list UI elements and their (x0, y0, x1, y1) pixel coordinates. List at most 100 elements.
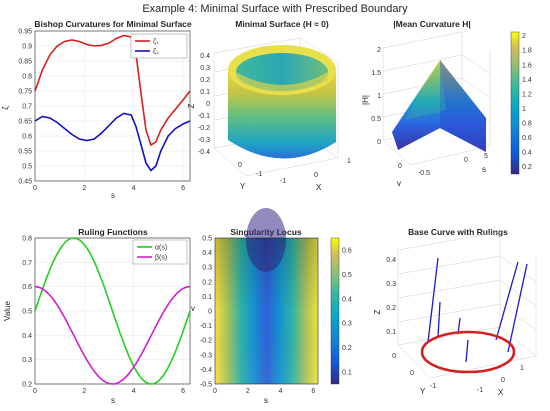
ruling-legend: α(s) β(s) (132, 239, 188, 265)
z-tick: 0.4 (386, 257, 396, 264)
y-tick-label: 0.8 (22, 236, 32, 243)
x-tick-label: 4 (132, 388, 136, 395)
x-tick-label: 6 (181, 185, 185, 192)
y-tick-label: 0.4 (202, 250, 212, 257)
series-line-1 (34, 34, 191, 147)
z-tick: 0.5 (371, 116, 381, 123)
colorbar-tick-label: 1 (522, 106, 526, 113)
z-tick: 2 (377, 47, 381, 54)
series-line-2 (34, 112, 191, 172)
y-tick: 0 (398, 163, 402, 170)
x-tick-label: 0 (33, 185, 37, 192)
x-tick-label: 6 (311, 388, 315, 395)
y-tick-label: 0.85 (18, 59, 32, 66)
mean-zlabel: |H| (361, 95, 370, 105)
y-tick-label: 0.6 (22, 134, 32, 141)
singular-ylabel: v (191, 304, 195, 313)
z-tick: 1.5 (371, 70, 381, 77)
bishop-series (34, 34, 191, 172)
singularity-locus-panel: Singularity Locus -0.5-0.4-0.3-0.2-0.100… (191, 208, 352, 405)
x-tick: 1 (347, 158, 351, 165)
x-tick: 1 (520, 365, 524, 372)
bishop-ylabel: ζ (1, 106, 10, 110)
ruling-ylabel: Value (3, 301, 12, 321)
surface-interior (236, 53, 328, 91)
x-tick-label: 0 (213, 388, 217, 395)
y-tick-label: 0.6 (22, 284, 32, 291)
bishop-curvatures-panel: Bishop Curvatures for Minimal Surface 0.… (1, 19, 192, 200)
ruling-xlabel: s (111, 396, 115, 405)
y-tick-label: 0.1 (202, 294, 212, 301)
bishop-title: Bishop Curvatures for Minimal Surface (34, 19, 192, 29)
ruling-title: Ruling Functions (78, 227, 148, 237)
x-tick-label: 4 (279, 388, 283, 395)
colorbar-tick-label: 0.8 (522, 121, 532, 128)
colorbar-tick-label: 1.8 (522, 48, 532, 55)
x-tick-label: 4 (132, 185, 136, 192)
y-tick-label: 0.5 (22, 309, 32, 316)
x-tick-label: 2 (82, 388, 86, 395)
bishop-legend: ζ₁ ζ₂ (130, 33, 188, 59)
ruling-line (465, 339, 469, 363)
y-tick-label: 0.3 (22, 357, 32, 364)
ruling-line (437, 301, 441, 338)
z-tick: 0 (392, 353, 396, 360)
ruling-x-ticks: 0 2 4 6 (33, 388, 185, 395)
mean-xlabel: s (482, 165, 486, 174)
x-tick: 0 (501, 377, 505, 384)
x-tick: 0 (464, 157, 468, 164)
z-tick: -0.3 (198, 137, 210, 144)
ruling-line (427, 257, 439, 343)
y-tick-label: 0.45 (18, 179, 32, 186)
surface-xlabel: X (316, 183, 322, 192)
z-tick: 0.1 (200, 89, 210, 96)
singular-colorbar-ticks: 0.1 0.2 0.3 0.4 0.5 0.6 (342, 248, 352, 377)
mean-xy-ticks: 0 5 -0.5 0 (398, 153, 488, 177)
colorbar-tick-label: 0.4 (522, 150, 532, 157)
z-tick: 0 (206, 101, 210, 108)
y-tick-label: 0.8 (22, 74, 32, 81)
z-tick: -0.4 (198, 149, 210, 156)
x-tick: -1 (280, 178, 286, 185)
y-tick-label: -0.1 (200, 323, 212, 330)
singular-colorbar (330, 237, 340, 385)
y-tick-label: -0.2 (200, 338, 212, 345)
ruling-line (495, 261, 519, 341)
x-tick-label: 6 (181, 388, 185, 395)
colorbar-tick-label: 0.6 (522, 135, 532, 142)
base-ylabel: Y (420, 387, 426, 396)
figure-suptitle: Example 4: Minimal Surface with Prescrib… (142, 3, 408, 15)
colorbar-tick-label: 1.4 (522, 77, 532, 84)
surface-zlabel: Z (187, 103, 196, 108)
z-tick: -0.2 (198, 125, 210, 132)
ruling-functions-panel: Ruling Functions 0.2 0.3 0.4 0.5 0.6 0.7 0.8 0… (3, 227, 191, 405)
x-tick: -1 (477, 387, 483, 394)
y-tick: -0.5 (418, 170, 430, 177)
colorbar-tick-label: 0.2 (522, 164, 532, 171)
y-tick-label: 0.5 (202, 236, 212, 243)
bishop-axes-box (34, 30, 191, 182)
colorbar-tick-label: 2 (522, 33, 526, 40)
surface-z-ticks: 0.4 0.3 0.2 0.1 0 -0.1 -0.2 -0.3 -0.4 (198, 53, 210, 156)
ruling-line (507, 263, 528, 353)
colorbar-tick-label: 1.2 (522, 91, 532, 98)
base-xy-ticks: -1 0 1 0 -1 (410, 365, 524, 394)
surface-xy-ticks: -1 0 1 -1 0 (238, 158, 351, 185)
y-tick-label: -0.4 (200, 367, 212, 374)
base-3d-box (397, 231, 537, 379)
ruling-legend-label-1: α(s) (155, 245, 167, 252)
z-tick: 0.1 (386, 329, 396, 336)
z-tick: 0.3 (200, 65, 210, 72)
y-tick-label: 0.7 (22, 260, 32, 267)
surface-title: Minimal Surface (H ≈ 0) (235, 19, 329, 29)
singular-y-ticks: -0.5 -0.4 -0.3 -0.2 -0.1 0 0.1 0.2 0.3 0.4 0.5 (200, 236, 212, 389)
surface-inner-band (236, 72, 328, 92)
base-curve (420, 330, 516, 374)
heatmap-shading (215, 238, 318, 384)
singular-axes-box (214, 237, 319, 385)
y-tick-label: -0.3 (200, 352, 212, 359)
z-tick: 0.2 (386, 305, 396, 312)
ruling-series (34, 237, 191, 385)
colorbar-tick-label: 0.6 (342, 248, 352, 255)
